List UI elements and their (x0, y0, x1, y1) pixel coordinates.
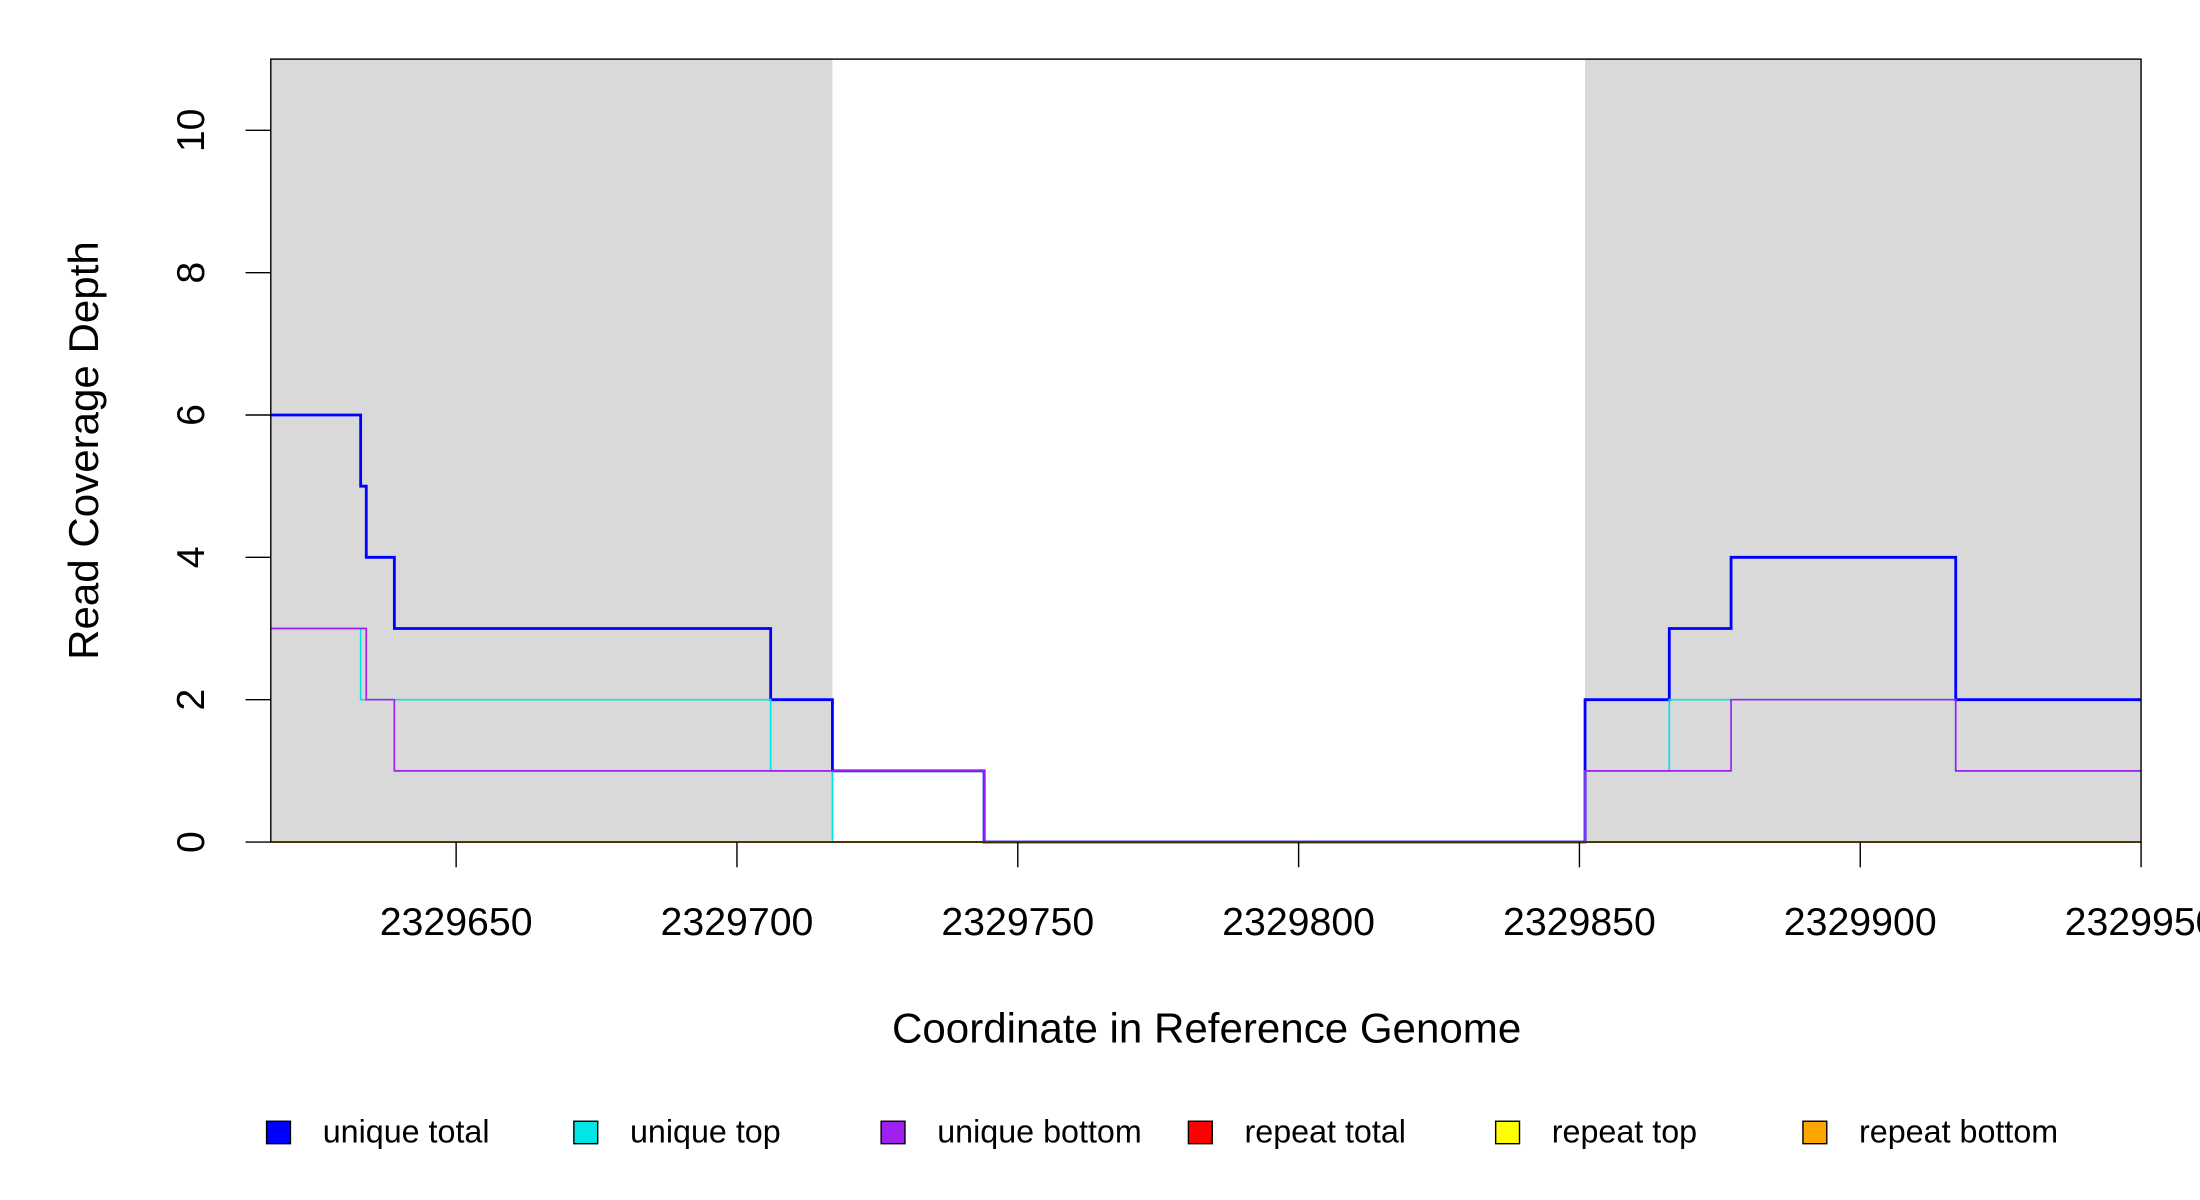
plot-frame (270, 58, 2142, 843)
legend-label: unique total (323, 1113, 490, 1149)
x-tick-label: 2329750 (941, 900, 1094, 944)
legend-swatch (1494, 1120, 1521, 1145)
legend-swatch (880, 1120, 906, 1145)
shaded-region (1585, 59, 2142, 843)
x-tick-label: 2329700 (661, 900, 814, 944)
x-tick-label: 2329650 (380, 900, 533, 944)
y-axis-title: Read Coverage Depth (60, 241, 107, 660)
x-tick-label: 2329800 (1222, 900, 1375, 944)
y-tick-label: 10 (169, 108, 213, 152)
series-line (270, 627, 2142, 843)
y-tick-label: 6 (169, 404, 213, 426)
legend-swatch (573, 1120, 599, 1145)
legend-swatch (265, 1120, 292, 1145)
shaded-region (270, 59, 833, 843)
y-tick-label: 2 (169, 689, 213, 711)
y-tick-label: 8 (169, 262, 213, 284)
x-tick-label: 2329900 (1784, 900, 1937, 944)
legend-label: unique bottom (937, 1113, 1142, 1149)
legend-label: repeat bottom (1859, 1113, 2058, 1149)
legend-label: repeat top (1552, 1113, 1697, 1149)
x-axis-title: Coordinate in Reference Genome (892, 1005, 1521, 1052)
legend-label: repeat total (1245, 1113, 1406, 1149)
legend-label: unique top (630, 1113, 781, 1149)
x-tick-label: 2329950 (2065, 900, 2200, 944)
legend-swatch (1187, 1120, 1213, 1145)
legend-swatch (1802, 1120, 1828, 1145)
x-tick-label: 2329850 (1503, 900, 1656, 944)
y-tick-label: 0 (169, 831, 213, 853)
y-tick-label: 4 (169, 546, 213, 568)
